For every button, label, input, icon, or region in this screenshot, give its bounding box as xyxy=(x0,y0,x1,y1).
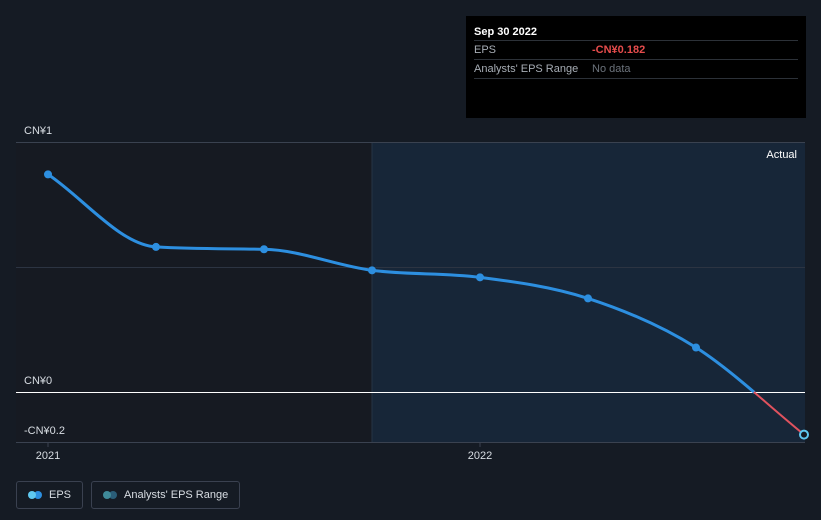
actual-label: Actual xyxy=(766,149,797,161)
y-tick-label: -CN¥0.2 xyxy=(24,425,65,437)
legend-range-label: Analysts' EPS Range xyxy=(124,489,229,501)
actual-region xyxy=(372,142,805,442)
tooltip-range-label: Analysts' EPS Range xyxy=(474,63,579,75)
x-tick-label: 2021 xyxy=(36,450,60,462)
y-tick-label: CN¥1 xyxy=(24,125,52,137)
tooltip-row-range: Analysts' EPS Range No data xyxy=(474,59,798,79)
hover-tooltip: Sep 30 2022 EPS -CN¥0.182 Analysts' EPS … xyxy=(466,16,806,118)
eps-point xyxy=(368,266,376,275)
eps-point xyxy=(44,170,52,179)
tooltip-eps-value: -CN¥0.182 xyxy=(592,44,646,56)
eps-point xyxy=(260,245,268,254)
eps-point xyxy=(476,273,484,282)
eps-line-negative xyxy=(753,391,805,436)
y-tick-label: CN¥0 xyxy=(24,375,52,387)
legend-eps-label: EPS xyxy=(49,489,72,501)
tooltip-date: Sep 30 2022 xyxy=(474,26,537,38)
eps-point xyxy=(152,242,160,251)
eps-point-last xyxy=(799,429,809,440)
x-axis-labels: 2021 2022 xyxy=(36,442,492,462)
range-swatch-icon xyxy=(103,491,118,499)
eps-swatch-icon xyxy=(28,491,42,499)
past-region xyxy=(16,142,372,442)
tooltip-eps-label: EPS xyxy=(474,44,497,56)
legend-eps-toggle[interactable]: EPS xyxy=(16,481,84,509)
tooltip-range-value: No data xyxy=(592,63,631,75)
eps-point xyxy=(692,343,700,352)
chart-legend: EPS Analysts' EPS Range xyxy=(16,481,241,509)
chart-gridlines xyxy=(16,142,805,443)
legend-analyst-range-toggle[interactable]: Analysts' EPS Range xyxy=(91,481,241,509)
y-axis-labels: CN¥1 CN¥0 -CN¥0.2 xyxy=(24,125,65,437)
x-tick-label: 2022 xyxy=(468,450,492,462)
eps-points xyxy=(44,170,809,440)
tooltip-row-eps: EPS -CN¥0.182 xyxy=(474,40,798,59)
chart-background xyxy=(16,142,805,442)
eps-point xyxy=(584,294,592,303)
